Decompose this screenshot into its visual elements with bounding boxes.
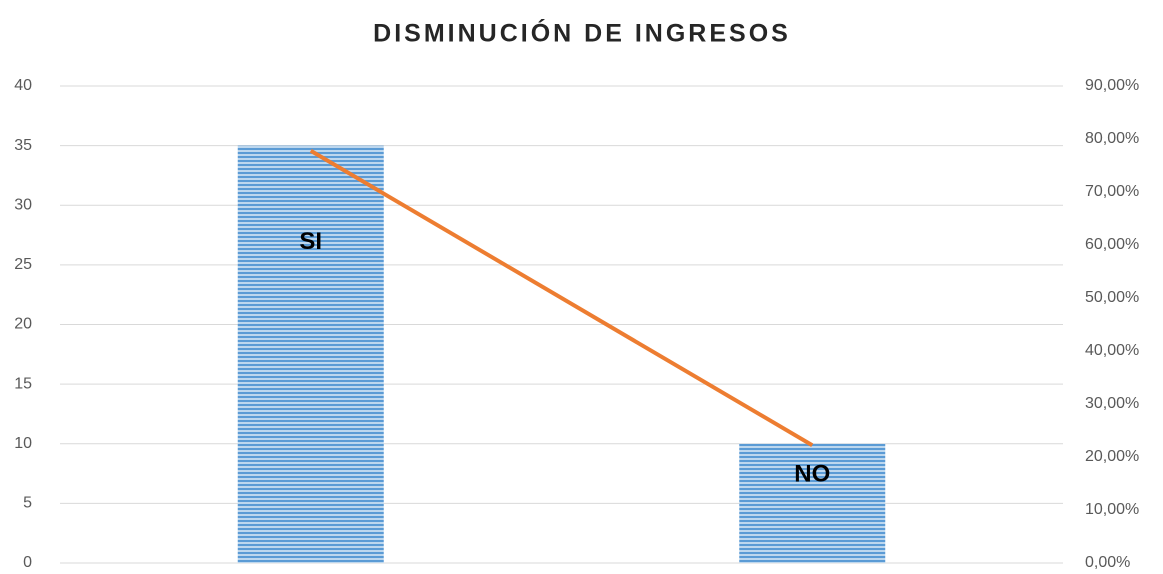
chart-title: DISMINUCIÓN DE INGRESOS	[373, 18, 791, 48]
y2-tick-label: 90,00%	[1085, 77, 1139, 94]
y2-tick-label: 30,00%	[1085, 395, 1139, 412]
bar	[739, 443, 886, 563]
y-tick-label: 40	[14, 77, 32, 94]
bar	[237, 145, 384, 563]
y2-tick-label: 0,00%	[1085, 554, 1130, 571]
line	[309, 149, 814, 447]
category-label: NO	[794, 460, 830, 487]
y-tick-label: 20	[14, 316, 32, 333]
y-tick-label: 5	[23, 495, 32, 512]
y-tick-label: 30	[14, 196, 32, 213]
y-tick-label: 0	[23, 554, 32, 571]
y2-tick-label: 50,00%	[1085, 289, 1139, 306]
y2-tick-label: 80,00%	[1085, 130, 1139, 147]
y-tick-label: 10	[14, 435, 32, 452]
y2-tick-label: 70,00%	[1085, 183, 1139, 200]
y2-tick-label: 60,00%	[1085, 236, 1139, 253]
y-tick-label: 25	[14, 256, 32, 273]
y-tick-label: 15	[14, 375, 32, 392]
category-label: SI	[299, 228, 322, 255]
y2-tick-label: 40,00%	[1085, 342, 1139, 359]
y2-tick-label: 20,00%	[1085, 448, 1139, 465]
y2-tick-label: 10,00%	[1085, 501, 1139, 518]
y-tick-label: 35	[14, 137, 32, 154]
